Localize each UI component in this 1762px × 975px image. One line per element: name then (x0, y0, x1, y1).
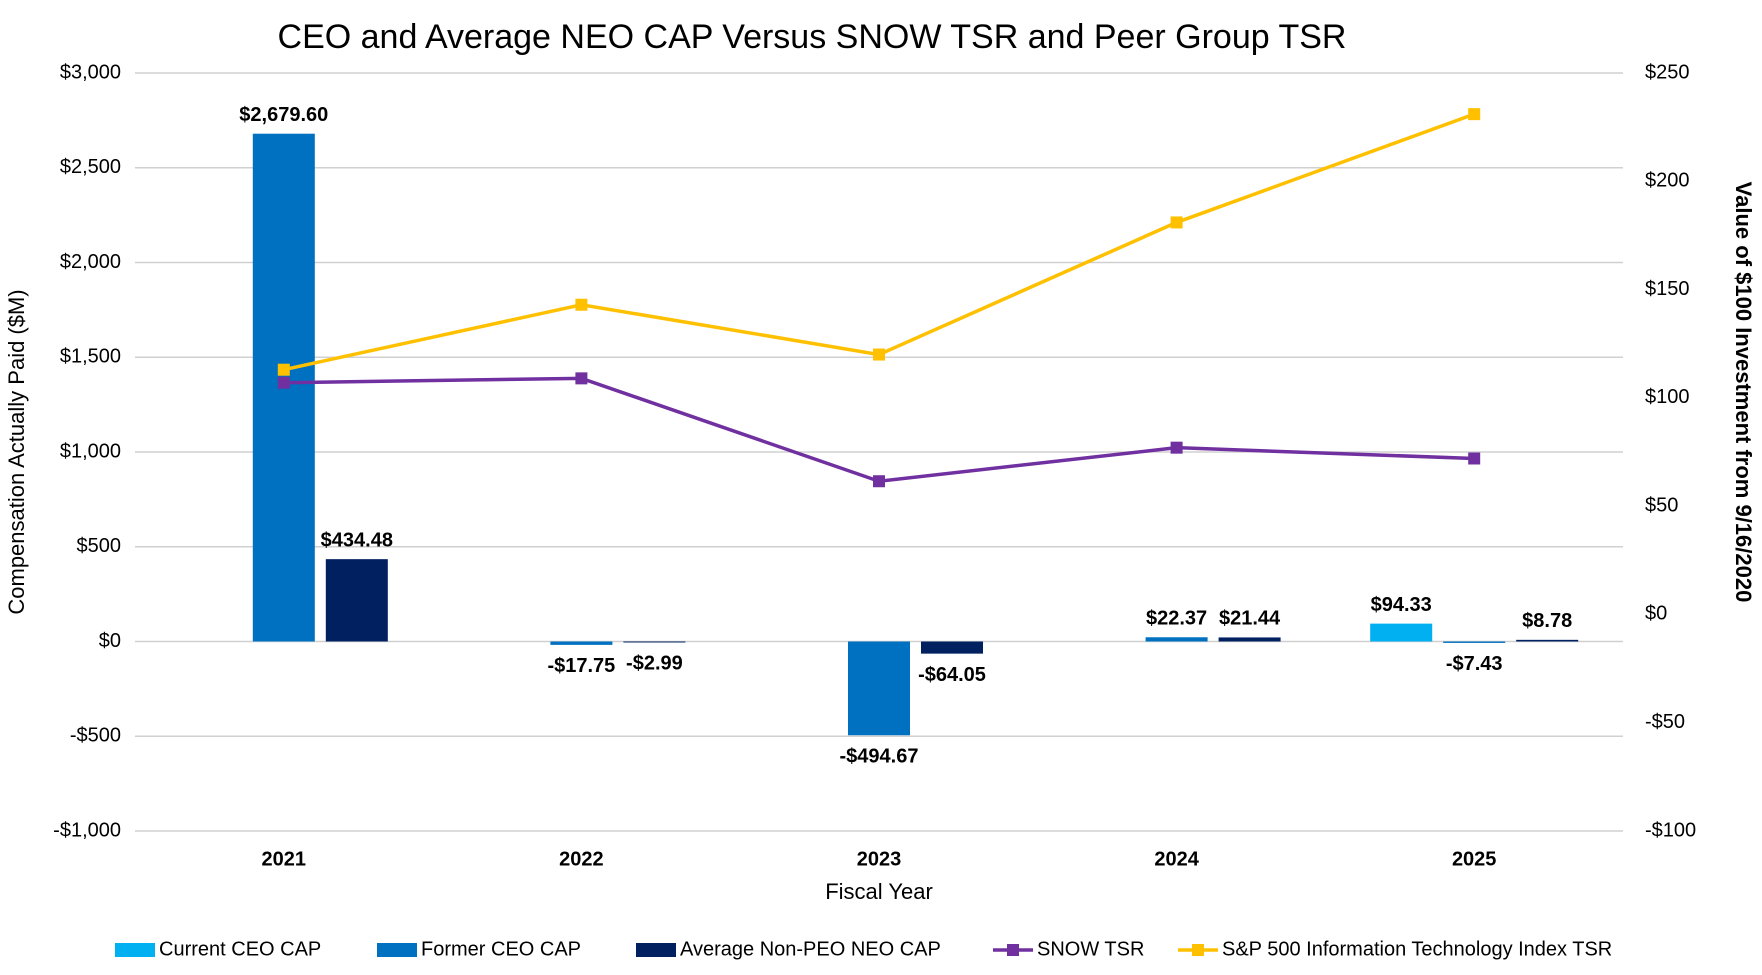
legend-label: S&P 500 Information Technology Index TSR (1222, 938, 1612, 960)
y-axis-title: Compensation Actually Paid ($M) (4, 289, 29, 614)
data-label: $21.44 (1219, 608, 1281, 630)
bar (1443, 641, 1506, 643)
marker (1468, 108, 1481, 121)
bar (848, 641, 910, 736)
line (283, 112, 1475, 372)
y2-tick-label: -$50 (1645, 711, 1685, 733)
legend-label: Average Non-PEO NEO CAP (680, 938, 941, 960)
bar (623, 641, 686, 643)
bar (1218, 637, 1281, 642)
x-tick-label: 2025 (1452, 848, 1497, 870)
bar (1145, 637, 1208, 642)
y2-tick-label: $100 (1645, 386, 1690, 408)
y-tick-label: $1,000 (60, 440, 121, 462)
y2-tick-label: -$100 (1645, 819, 1696, 841)
data-label: $434.48 (321, 529, 393, 551)
y-tick-label: $2,500 (60, 156, 121, 178)
legend-label: Current CEO CAP (159, 938, 321, 960)
data-label: $22.37 (1146, 608, 1207, 630)
marker (277, 376, 290, 389)
y-tick-label: $1,500 (60, 346, 121, 368)
data-label: -$17.75 (547, 655, 615, 677)
data-label: -$2.99 (626, 652, 683, 674)
legend-swatch (1007, 944, 1019, 956)
bar (1516, 639, 1579, 642)
y2-tick-label: $250 (1645, 61, 1690, 83)
legend-label: Former CEO CAP (421, 938, 581, 960)
chart-title: CEO and Average NEO CAP Versus SNOW TSR … (278, 18, 1347, 56)
x-tick-label: 2024 (1154, 848, 1199, 870)
y-tick-label: $500 (77, 535, 122, 557)
data-label: $8.78 (1522, 610, 1572, 632)
y-tick-label: $3,000 (60, 61, 121, 83)
marker (575, 298, 588, 311)
x-tick-label: 2021 (262, 848, 307, 870)
marker (1170, 216, 1183, 229)
data-label: -$494.67 (840, 746, 919, 768)
bar (921, 641, 983, 654)
marker (575, 372, 588, 385)
legend-swatch (377, 943, 417, 957)
legend-swatch (115, 943, 155, 957)
legend-label: SNOW TSR (1037, 938, 1144, 960)
y-tick-label: $0 (99, 630, 121, 652)
line (283, 376, 1475, 484)
data-label: $94.33 (1371, 594, 1432, 616)
data-label: -$7.43 (1446, 653, 1503, 675)
marker (873, 348, 885, 361)
x-tick-label: 2023 (857, 848, 902, 870)
y2-axis-title: Value of $100 Investment from 9/16/2020 (1731, 182, 1756, 603)
y2-tick-label: $50 (1645, 494, 1678, 516)
y2-tick-label: $0 (1645, 603, 1667, 625)
bar (325, 559, 388, 642)
bar (1370, 623, 1433, 642)
data-label: -$64.05 (918, 664, 986, 686)
marker (277, 363, 290, 376)
x-tick-label: 2022 (559, 848, 604, 870)
marker (1170, 441, 1183, 454)
y-tick-label: $2,000 (60, 251, 121, 273)
legend-swatch (1192, 944, 1204, 956)
y-tick-label: -$500 (70, 725, 121, 747)
x-axis-title: Fiscal Year (825, 879, 933, 904)
y-tick-label: -$1,000 (53, 819, 121, 841)
bar (550, 641, 613, 645)
marker (873, 475, 885, 488)
legend-swatch (636, 943, 676, 957)
y2-tick-label: $200 (1645, 170, 1690, 192)
marker (1468, 452, 1481, 465)
data-label: $2,679.60 (239, 104, 328, 126)
y2-tick-label: $150 (1645, 278, 1690, 300)
